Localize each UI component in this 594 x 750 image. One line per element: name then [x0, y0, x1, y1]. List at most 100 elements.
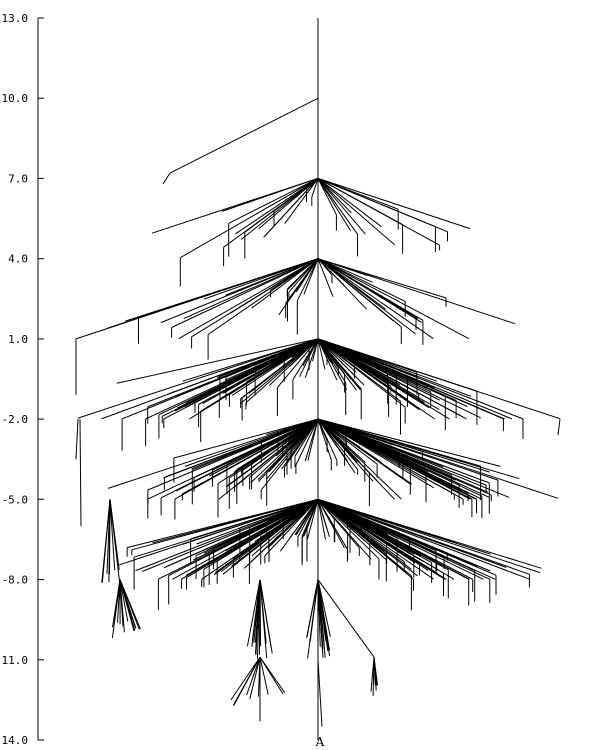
- branch-line: [218, 418, 319, 500]
- branch-line: [317, 418, 356, 474]
- branch-line: [317, 498, 531, 580]
- branch-line: [260, 418, 319, 491]
- branch-line: [317, 498, 445, 580]
- branch-line: [317, 258, 406, 302]
- branch-line: [317, 338, 357, 373]
- branch-line: [317, 418, 359, 471]
- branch-line: [116, 338, 319, 384]
- branch-line: [297, 499, 319, 538]
- branch-line: [225, 258, 319, 296]
- branch-line: [311, 178, 319, 198]
- branch-line: [317, 418, 374, 482]
- branch-line: [307, 418, 319, 461]
- branch-drop: [109, 499, 120, 571]
- y-tick-label: -5.0: [2, 493, 29, 506]
- branch-line: [259, 656, 284, 695]
- branch-line: [164, 418, 319, 478]
- branch-line: [207, 498, 319, 556]
- branch-line: [288, 258, 319, 293]
- branch-line: [317, 579, 331, 637]
- branch-line: [317, 178, 395, 246]
- branch-line: [174, 338, 319, 412]
- branch-drop: [119, 579, 135, 631]
- branch-line: [259, 656, 269, 695]
- branch-line: [317, 498, 335, 520]
- branch-line: [317, 338, 338, 381]
- branch-line: [225, 338, 319, 378]
- tree-branches: [75, 18, 561, 740]
- branch-line: [309, 579, 319, 642]
- branch-drop: [101, 499, 111, 583]
- branch-line: [317, 177, 440, 246]
- branch-line: [317, 499, 345, 548]
- branch-line: [214, 498, 319, 574]
- branch-line: [317, 418, 481, 467]
- branch-line: [249, 656, 261, 700]
- branch-line: [317, 258, 434, 340]
- branch-line: [296, 258, 319, 302]
- branch-line: [317, 338, 429, 386]
- branch-line: [303, 258, 319, 295]
- branch-line: [317, 338, 361, 391]
- branch-line: [317, 418, 476, 500]
- branch-line: [259, 579, 272, 648]
- branch-line: [135, 498, 319, 572]
- branch-line: [264, 498, 319, 557]
- branch-line: [228, 177, 319, 224]
- branch-line: [317, 418, 464, 500]
- branch-line: [182, 338, 319, 382]
- branch-line: [241, 418, 319, 469]
- y-tick-label: -8.0: [2, 574, 29, 587]
- branch-drop: [119, 579, 124, 627]
- branch-line: [317, 338, 347, 383]
- branch-drop: [557, 419, 561, 436]
- y-tick-label: 10.0: [2, 92, 29, 105]
- branch-drop: [75, 419, 79, 460]
- branch-line: [246, 579, 261, 647]
- branch-line: [233, 656, 261, 706]
- branch-line: [191, 258, 319, 338]
- branch-line: [169, 97, 319, 174]
- branch-line: [268, 498, 319, 548]
- branch-line: [189, 418, 319, 491]
- branch-drop: [106, 499, 111, 574]
- branch-line: [317, 338, 365, 386]
- branch-line: [263, 178, 319, 238]
- branch-line: [284, 178, 319, 224]
- branch-drop: [119, 579, 129, 622]
- branch-line: [258, 579, 261, 655]
- branch-line: [317, 499, 330, 537]
- branch-line: [317, 418, 501, 467]
- branch-line: [306, 499, 319, 530]
- branch-line: [317, 498, 507, 568]
- branch-line: [317, 499, 326, 540]
- branch-line: [289, 499, 319, 538]
- branch-line: [317, 418, 332, 461]
- fan-edge: [317, 177, 471, 230]
- branch-line: [317, 178, 382, 228]
- branch-line: [317, 258, 416, 335]
- branch-line: [126, 498, 319, 549]
- branch-line: [253, 579, 261, 643]
- branch-line: [317, 498, 411, 554]
- branch-line: [249, 498, 319, 528]
- fan-edge: [107, 418, 319, 489]
- branch-line: [317, 418, 378, 481]
- branch-drop: [117, 579, 121, 623]
- y-tick-label: 1.0: [8, 333, 28, 346]
- branch-line: [317, 498, 405, 563]
- branch-line: [317, 498, 380, 560]
- branch-line: [317, 258, 447, 299]
- branch-line: [317, 338, 438, 400]
- y-tick-label: 7.0: [8, 172, 28, 185]
- branch-drop: [79, 419, 82, 527]
- branch-line: [235, 177, 319, 235]
- fan-edge: [77, 338, 319, 419]
- branch-line: [246, 656, 261, 696]
- branch-drop: [119, 579, 141, 630]
- branch-line: [168, 338, 319, 395]
- branch-line: [317, 258, 394, 322]
- branch-line: [230, 656, 261, 701]
- y-tick-label: 13.0: [2, 12, 29, 25]
